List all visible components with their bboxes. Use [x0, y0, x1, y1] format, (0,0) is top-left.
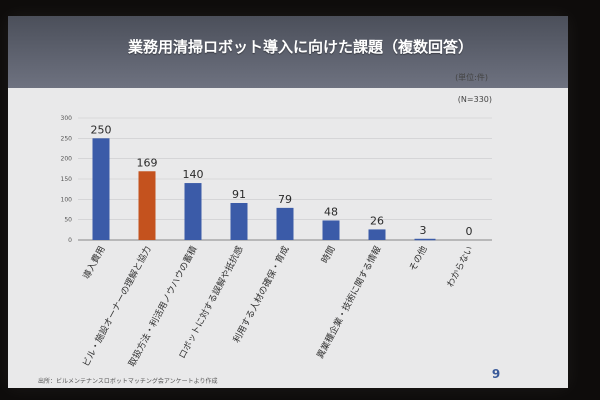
y-tick-label: 0 [68, 237, 72, 244]
bar [322, 220, 340, 240]
y-tick-label: 250 [61, 135, 73, 142]
category-label: その他 [406, 244, 429, 273]
data-label: 250 [91, 123, 112, 136]
data-label: 48 [324, 205, 338, 218]
data-label: 140 [183, 168, 204, 181]
data-label: 26 [370, 214, 384, 227]
data-label: 169 [137, 156, 158, 169]
sample-size-label: (N=330) [458, 95, 492, 104]
y-tick-label: 200 [61, 156, 73, 163]
y-tick-label: 100 [61, 196, 73, 203]
y-tick-label: 300 [61, 115, 73, 122]
title-bar: 業務用清掃ロボット導入に向けた課題（複数回答） [8, 16, 568, 88]
category-label: 時間 [319, 244, 337, 265]
category-label: 導入費用 [80, 244, 108, 281]
y-tick-label: 50 [64, 217, 72, 224]
bar [368, 229, 386, 240]
bar [276, 207, 294, 240]
page-number: 9 [492, 367, 500, 381]
bar [230, 202, 248, 240]
bar [92, 138, 110, 240]
chart-title: 業務用清掃ロボット導入に向けた課題（複数回答） [128, 38, 474, 56]
bar [414, 238, 436, 241]
data-label: 3 [420, 224, 427, 237]
data-label: 79 [278, 193, 292, 206]
data-label: 91 [232, 188, 246, 201]
source-note: 出所：ビルメンテナンスロボットマッチング会アンケートより作成 [38, 377, 218, 385]
data-label: 0 [466, 225, 473, 238]
unit-label: (単位:件) [455, 72, 488, 82]
y-tick-label: 150 [61, 176, 73, 183]
bar [184, 183, 202, 240]
bar [138, 171, 156, 240]
category-label: わからない [445, 244, 476, 289]
